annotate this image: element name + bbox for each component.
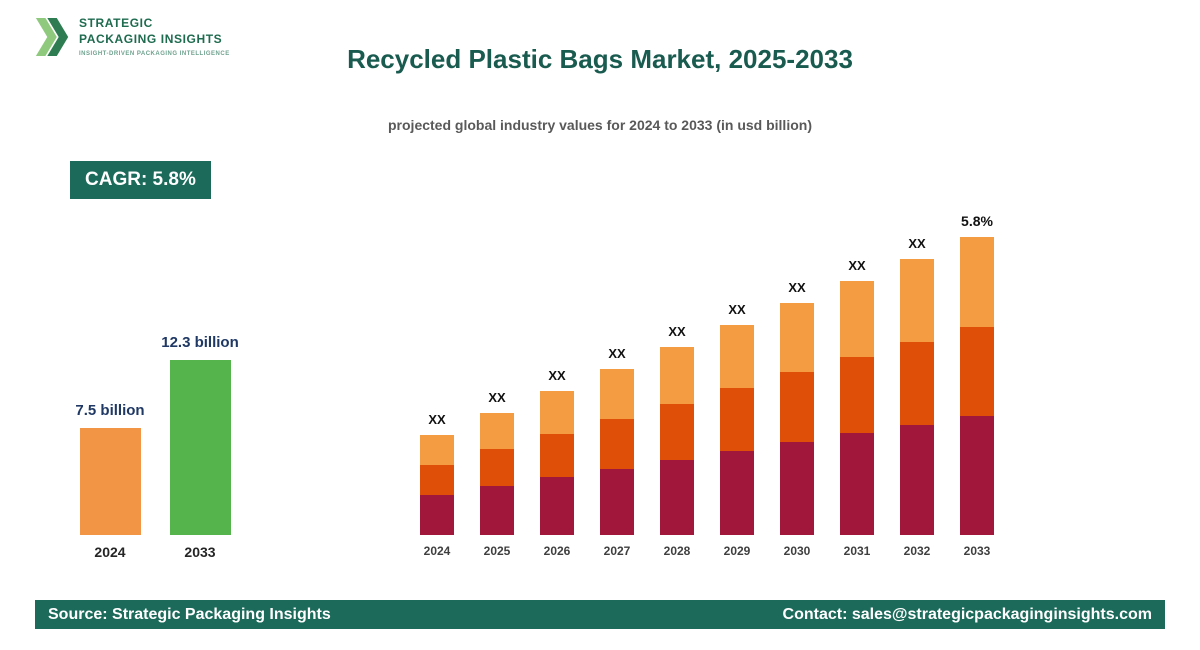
segment-top — [540, 391, 574, 434]
stacked-axis-label: 2033 — [963, 544, 991, 558]
stacked-bar-column: XX 2024 — [407, 412, 467, 561]
comparison-axis-label: 2033 — [184, 544, 216, 560]
segment-top — [960, 237, 994, 327]
segment-middle — [660, 404, 694, 460]
stacked-bar-column: XX 2025 — [467, 390, 527, 561]
segment-bottom — [540, 477, 574, 535]
segment-middle — [600, 419, 634, 469]
chevron-logo-icon — [35, 18, 69, 56]
comparison-axis-label: 2024 — [94, 544, 126, 560]
stacked-bar-column: XX 2026 — [527, 368, 587, 561]
footer-bar: Source: Strategic Packaging Insights Con… — [35, 600, 1165, 629]
comparison-value-label: 12.3 billion — [161, 334, 239, 351]
segment-top — [480, 413, 514, 449]
segment-top — [660, 347, 694, 404]
segment-middle — [900, 342, 934, 425]
stacked-bar-2029 — [720, 325, 754, 535]
stacked-bar-value-label: XX — [668, 324, 686, 339]
stacked-bar-2025 — [480, 413, 514, 535]
stacked-axis-label: 2031 — [843, 544, 871, 558]
segment-bottom — [480, 486, 514, 535]
brand-logo: STRATEGIC PACKAGING INSIGHTS INSIGHT-DRI… — [34, 12, 230, 62]
stacked-bar-column: XX 2030 — [767, 280, 827, 561]
stacked-axis-label: 2024 — [423, 544, 451, 558]
segment-middle — [420, 465, 454, 495]
stacked-bar-chart: XX 2024 XX 2025 XX 2026 XX 2027 XX 2028 XX 2029 XX 20… — [407, 213, 1007, 561]
stacked-bar-2024 — [420, 435, 454, 535]
stacked-axis-label: 2032 — [903, 544, 931, 558]
stacked-axis-label: 2029 — [723, 544, 751, 558]
stacked-bar-2032 — [900, 259, 934, 535]
brand-tagline: INSIGHT-DRIVEN PACKAGING INTELLIGENCE — [79, 51, 230, 58]
segment-bottom — [600, 469, 634, 535]
segment-middle — [720, 388, 754, 451]
comparison-bar-2033 — [169, 360, 231, 535]
stacked-axis-label: 2030 — [783, 544, 811, 558]
stacked-bar-column: XX 2032 — [887, 236, 947, 561]
stacked-axis-label: 2025 — [483, 544, 511, 558]
stacked-bar-column: XX 2031 — [827, 258, 887, 561]
stacked-axis-label: 2027 — [603, 544, 631, 558]
stacked-bar-column: XX 2027 — [587, 346, 647, 561]
segment-bottom — [780, 442, 814, 535]
stacked-bar-2027 — [600, 369, 634, 535]
segment-middle — [840, 357, 874, 433]
stacked-bar-value-label: XX — [728, 302, 746, 317]
segment-middle — [480, 449, 514, 486]
segment-bottom — [720, 451, 754, 535]
segment-top — [840, 281, 874, 357]
segment-top — [420, 435, 454, 465]
cagr-badge: CAGR: 5.8% — [70, 161, 211, 199]
brand-line-2: PACKAGING INSIGHTS — [79, 31, 223, 46]
stacked-bar-value-label: XX — [848, 258, 866, 273]
stacked-bar-value-label: XX — [908, 236, 926, 251]
segment-top — [600, 369, 634, 419]
comparison-bar-column: 12.3 billion 2033 — [155, 334, 245, 561]
segment-bottom — [960, 416, 994, 535]
stacked-axis-label: 2026 — [543, 544, 571, 558]
segment-bottom — [420, 495, 454, 535]
stacked-bar-2026 — [540, 391, 574, 535]
segment-top — [900, 259, 934, 342]
stacked-bar-2033 — [960, 237, 994, 535]
page-subtitle: projected global industry values for 202… — [388, 117, 812, 133]
page-title: Recycled Plastic Bags Market, 2025-2033 — [347, 44, 853, 74]
comparison-bar-column: 7.5 billion 2024 — [65, 402, 155, 561]
comparison-value-label: 7.5 billion — [75, 402, 145, 419]
stacked-bar-value-label: XX — [788, 280, 806, 295]
stacked-bar-column: 5.8% 2033 — [947, 213, 1007, 561]
segment-middle — [960, 327, 994, 416]
stacked-bar-value-label: XX — [608, 346, 626, 361]
stacked-bar-column: XX 2028 — [647, 324, 707, 561]
segment-bottom — [900, 425, 934, 535]
segment-top — [720, 325, 754, 388]
segment-bottom — [840, 433, 874, 535]
stacked-bar-column: XX 2029 — [707, 302, 767, 561]
segment-middle — [540, 434, 574, 477]
brand-text: STRATEGIC PACKAGING INSIGHTS INSIGHT-DRI… — [79, 12, 230, 57]
footer-contact: Contact: sales@strategicpackaginginsight… — [782, 605, 1152, 623]
stacked-bar-2030 — [780, 303, 814, 535]
stacked-bar-value-label: 5.8% — [961, 213, 993, 229]
comparison-chart: 7.5 billion 2024 12.3 billion 2033 — [65, 334, 245, 561]
stacked-bar-value-label: XX — [428, 412, 446, 427]
stacked-bar-value-label: XX — [488, 390, 506, 405]
comparison-bar-2024 — [79, 428, 141, 535]
stacked-axis-label: 2028 — [663, 544, 691, 558]
segment-middle — [780, 372, 814, 442]
segment-top — [780, 303, 814, 372]
brand-line-1: STRATEGIC — [79, 16, 153, 30]
segment-bottom — [660, 460, 694, 535]
footer-source: Source: Strategic Packaging Insights — [48, 605, 331, 623]
stacked-bar-value-label: XX — [548, 368, 566, 383]
stacked-bar-2031 — [840, 281, 874, 535]
stacked-bar-2028 — [660, 347, 694, 535]
